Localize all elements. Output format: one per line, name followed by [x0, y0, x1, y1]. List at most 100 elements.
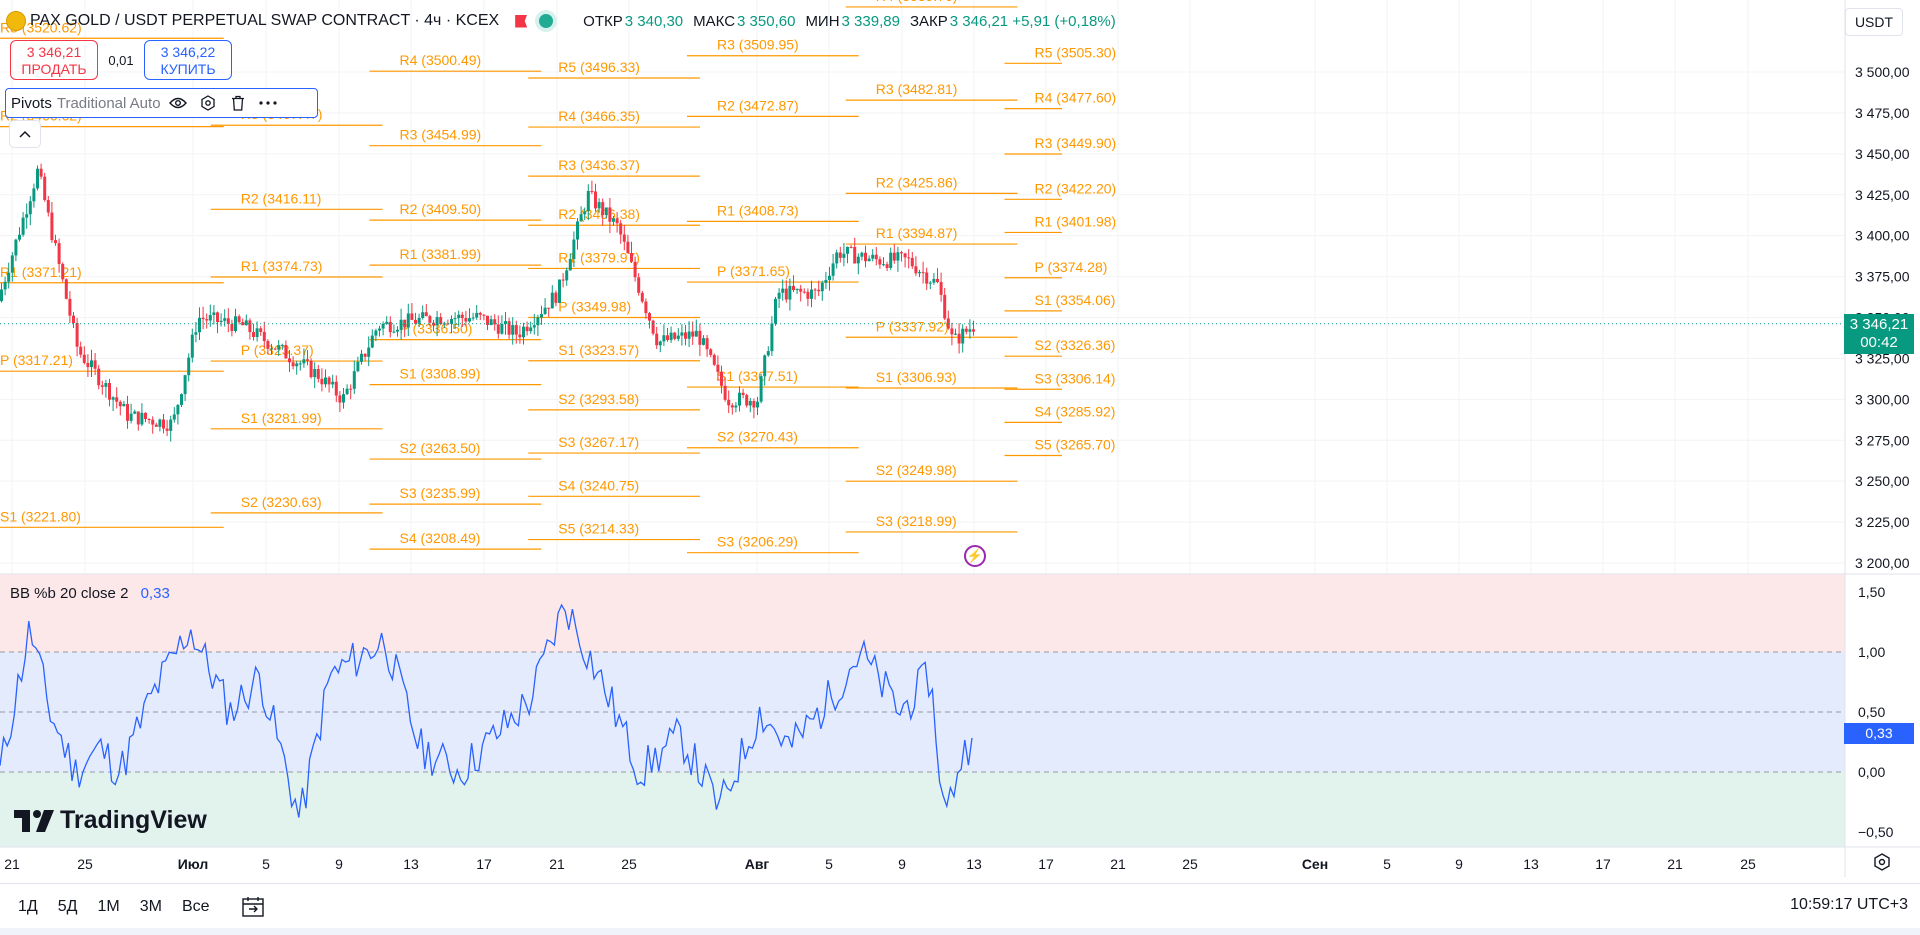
candle-body [835, 252, 839, 264]
candle-body [298, 363, 302, 365]
timeframe-1d[interactable]: 1Д [18, 897, 38, 915]
candle-body [288, 358, 291, 363]
candle-body [108, 383, 111, 400]
trash-icon[interactable] [225, 91, 251, 115]
candle-body [856, 256, 860, 264]
candle-body [291, 362, 295, 367]
candle-body [525, 326, 529, 332]
pivot-label: R1 (3379.97) [558, 249, 640, 265]
candle-body [122, 403, 126, 407]
candle-body [324, 377, 327, 385]
time-tick-label: Сен [1302, 856, 1328, 872]
candle-body [237, 316, 241, 323]
pivot-label: S4 (3208.49) [400, 530, 481, 546]
price-tick-label: 3 300,00 [1855, 391, 1910, 407]
clock[interactable]: 10:59:17 UTC+3 [1790, 896, 1908, 913]
symbol-header: PAX GOLD / USDT PERPETUAL SWAP CONTRACT … [6, 8, 1116, 34]
pivot-label: S1 (3323.57) [558, 342, 639, 358]
pivot-label: S3 (3306.14) [1035, 370, 1116, 386]
candle-body [583, 211, 587, 215]
pivot-label: R4 (3477.60) [1035, 90, 1117, 106]
sell-price: 3 346,21 [26, 44, 82, 60]
time-tick-label: 9 [335, 856, 343, 872]
candle-body [838, 252, 842, 258]
candle-body [820, 282, 824, 292]
pivot-label: R2 (3416.11) [241, 190, 322, 206]
date-range-icon[interactable] [240, 896, 266, 918]
pivot-label: S3 (3267.17) [558, 434, 639, 450]
time-tick-label: 17 [1038, 856, 1054, 872]
pivots-legend[interactable]: Pivots Traditional Auto [5, 88, 318, 118]
candle-body [316, 369, 320, 379]
candle-body [532, 325, 536, 328]
pivot-label: S2 (3249.98) [876, 462, 957, 478]
flag-icon[interactable] [515, 14, 528, 28]
candle-body [752, 401, 756, 408]
candle-body [241, 322, 245, 326]
candle-body [151, 419, 155, 425]
buy-button[interactable]: 3 346,22 КУПИТЬ [144, 40, 232, 80]
candle-body [10, 255, 14, 273]
candle-body [136, 411, 140, 425]
candle-body [774, 298, 777, 324]
buy-price: 3 346,22 [160, 44, 216, 60]
candle-body [450, 318, 453, 324]
pivot-label: R1 (3381.99) [400, 246, 482, 262]
bb-legend[interactable]: BB %b 20 close 2 0,33 [10, 585, 170, 602]
candle-body [25, 214, 29, 218]
lightning-icon[interactable]: ⚡ [964, 545, 986, 567]
candle-body [903, 253, 907, 258]
candle-body [784, 288, 788, 300]
candle-body [500, 324, 504, 334]
time-tick-label: 25 [621, 856, 637, 872]
candle-body [183, 375, 187, 395]
timeframe-all[interactable]: Все [181, 897, 210, 915]
time-tick-label: Авг [745, 856, 770, 872]
sell-button[interactable]: 3 346,21 ПРОДАТЬ [10, 40, 98, 80]
eye-icon[interactable] [165, 91, 191, 115]
pivot-label: R2 (3422.20) [1035, 180, 1117, 196]
candle-body [676, 335, 680, 339]
candle-body [158, 419, 162, 427]
candle-body [889, 252, 893, 268]
bb-tick-label: 0,00 [1858, 764, 1885, 780]
candle-body [302, 359, 306, 364]
candle-body [658, 341, 662, 346]
candle-body [334, 381, 338, 396]
candle-body [590, 190, 594, 192]
time-tick-label: 5 [1383, 856, 1391, 872]
candle-body [885, 264, 889, 268]
time-tick-label: 21 [1667, 856, 1683, 872]
candle-body [342, 394, 345, 403]
timeframe-3m[interactable]: 3М [139, 897, 162, 915]
symbol-title[interactable]: PAX GOLD / USDT PERPETUAL SWAP CONTRACT … [30, 12, 500, 29]
currency-selector[interactable]: USDT [1845, 8, 1903, 36]
candle-body [543, 307, 547, 314]
axis-settings-icon[interactable] [1870, 853, 1894, 877]
candle-body [597, 202, 601, 209]
candle-body [68, 298, 72, 316]
horizontal-scrollbar[interactable] [0, 928, 1920, 935]
timeframe-5d[interactable]: 5Д [57, 897, 78, 915]
high-value: 3 350,60 [737, 12, 796, 30]
tradingview-logo[interactable]: TradingView [14, 806, 207, 835]
settings-icon[interactable] [195, 91, 221, 115]
last-price-tag: 3 346,21 00:42 [1844, 314, 1914, 354]
collapse-legend-button[interactable] [10, 121, 40, 147]
candle-body [367, 347, 371, 357]
candle-body [547, 307, 551, 309]
candle-body [561, 279, 565, 281]
bar-countdown: 00:42 [1860, 334, 1898, 351]
timeframe-1m[interactable]: 1М [97, 897, 120, 915]
pivot-label: R2 (3472.87) [717, 97, 799, 113]
candle-body [90, 360, 93, 368]
candle-body [882, 264, 885, 266]
time-tick-label: 13 [1523, 856, 1539, 872]
candle-body [810, 289, 813, 299]
more-icon[interactable] [255, 91, 281, 115]
last-price-value: 3 346,21 [1849, 316, 1909, 333]
price-tick-label: 3 325,00 [1855, 350, 1910, 366]
candle-body [464, 318, 468, 322]
